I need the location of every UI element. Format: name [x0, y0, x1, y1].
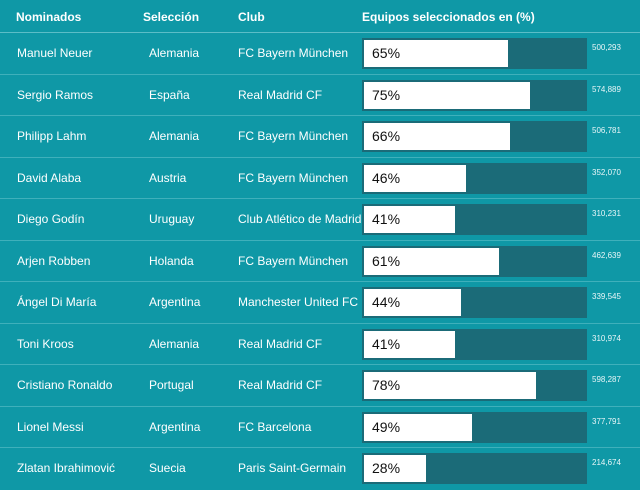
- bar-fill: [364, 455, 426, 482]
- vote-count: 506,781: [592, 126, 621, 135]
- player-club: FC Bayern München: [238, 170, 349, 185]
- bar-value-label: 65%: [372, 45, 401, 61]
- bar-value-label: 49%: [372, 418, 401, 435]
- vote-count: 574,889: [592, 84, 621, 94]
- bar-value-label: 61%: [372, 252, 401, 269]
- bar-track: 61%: [362, 245, 587, 277]
- header-equipos: Equipos seleccionados en (%): [362, 10, 535, 24]
- player-seleccion: Alemania: [149, 46, 200, 60]
- table-row: David Alaba Austria FC Bayern München 46% 35…: [0, 156, 640, 199]
- bar-track: 75%: [362, 79, 587, 111]
- bar-fill: [364, 206, 455, 233]
- player-name: Zlatan Ibrahimović: [17, 461, 116, 475]
- player-name: David Alaba: [17, 170, 82, 185]
- player-club: Club Atlético de Madrid: [238, 212, 362, 226]
- bar-track: 41%: [362, 204, 587, 235]
- player-seleccion: Portugal: [149, 378, 194, 392]
- vote-count: 339,545: [592, 292, 621, 301]
- player-club: Real Madrid CF: [238, 87, 323, 102]
- bar-track: 41%: [362, 328, 587, 360]
- bar-fill: [364, 40, 508, 67]
- player-name: Manuel Neuer: [17, 46, 93, 60]
- bar-value-label: 41%: [372, 211, 401, 227]
- bar-fill: [364, 81, 530, 109]
- vote-count: 598,287: [592, 375, 621, 384]
- table-header: Nominados Selección Club Equipos selecci…: [0, 0, 640, 32]
- player-club: Manchester United FC: [238, 295, 359, 309]
- vote-count: 214,674: [592, 458, 621, 467]
- player-seleccion: Argentina: [149, 295, 201, 309]
- player-club: FC Barcelona: [238, 419, 312, 434]
- player-seleccion: Argentina: [149, 419, 201, 434]
- player-name: Ángel Di María: [17, 295, 97, 309]
- table-row: Lionel Messi Argentina FC Barcelona 49% 377,…: [0, 405, 640, 448]
- vote-count: 310,974: [592, 333, 621, 343]
- table-row: Sergio Ramos España Real Madrid CF 75% 574,8…: [0, 73, 640, 116]
- table-row: Philipp Lahm Alemania FC Bayern München 66%…: [0, 115, 640, 157]
- bar-track: 65%: [362, 38, 587, 69]
- player-name: Sergio Ramos: [17, 87, 94, 102]
- header-club: Club: [238, 10, 265, 24]
- bar-value-label: 41%: [372, 335, 401, 352]
- player-name: Arjen Robben: [17, 253, 91, 268]
- player-seleccion: Holanda: [149, 253, 194, 268]
- vote-count: 500,293: [592, 43, 621, 52]
- vote-count: 352,070: [592, 167, 621, 177]
- player-name: Philipp Lahm: [17, 129, 87, 143]
- bar-value-label: 78%: [372, 377, 401, 393]
- player-club: FC Bayern München: [238, 253, 349, 268]
- bar-fill: [364, 413, 472, 441]
- table-body: Manuel Neuer Alemania FC Bayern München 65%…: [0, 32, 640, 489]
- table-row: Diego Godín Uruguay Club Atlético de Madri…: [0, 198, 640, 240]
- player-club: FC Bayern München: [238, 129, 349, 143]
- bar-value-label: 75%: [372, 86, 401, 103]
- bar-value-label: 46%: [372, 169, 401, 186]
- table-row: Cristiano Ronaldo Portugal Real Madrid CF 7…: [0, 364, 640, 406]
- player-name: Diego Godín: [17, 212, 85, 226]
- table-row: Toni Kroos Alemania Real Madrid CF 41% 310,9…: [0, 322, 640, 365]
- vote-count: 377,791: [592, 416, 621, 426]
- player-seleccion: Alemania: [149, 129, 200, 143]
- player-club: FC Bayern München: [238, 46, 349, 60]
- player-seleccion: Austria: [149, 170, 187, 185]
- player-seleccion: Uruguay: [149, 212, 195, 226]
- vote-count: 310,231: [592, 209, 621, 218]
- bar-track: 66%: [362, 121, 587, 152]
- player-seleccion: Suecia: [149, 461, 186, 475]
- bar-track: 78%: [362, 370, 587, 401]
- vote-count: 462,639: [592, 250, 621, 260]
- player-seleccion: Alemania: [149, 336, 200, 351]
- header-seleccion: Selección: [143, 10, 200, 24]
- player-seleccion: España: [149, 87, 190, 102]
- bar-fill: [364, 123, 510, 150]
- bar-track: 46%: [362, 162, 587, 194]
- player-club: Real Madrid CF: [238, 336, 323, 351]
- bar-value-label: 44%: [372, 294, 401, 310]
- bar-fill: [364, 289, 461, 316]
- player-name: Lionel Messi: [17, 419, 84, 434]
- player-name: Cristiano Ronaldo: [17, 378, 113, 392]
- bar-value-label: 28%: [372, 460, 401, 476]
- player-name: Toni Kroos: [17, 336, 74, 351]
- bar-fill: [364, 372, 536, 399]
- bar-value-label: 66%: [372, 128, 401, 144]
- player-club: Paris Saint-Germain: [238, 461, 347, 475]
- table-row: Ángel Di María Argentina Manchester United…: [0, 281, 640, 323]
- table-row: Manuel Neuer Alemania FC Bayern München 65%…: [0, 32, 640, 74]
- header-nominados: Nominados: [16, 10, 82, 24]
- table-row: Arjen Robben Holanda FC Bayern München 61% 4…: [0, 239, 640, 282]
- bar-fill: [364, 330, 455, 358]
- bar-track: 28%: [362, 453, 587, 484]
- bar-fill: [364, 164, 466, 192]
- bar-track: 44%: [362, 287, 587, 318]
- bar-track: 49%: [362, 411, 587, 443]
- table-row: Zlatan Ibrahimović Suecia Paris Saint-Germ…: [0, 447, 640, 489]
- bar-fill: [364, 247, 499, 275]
- player-club: Real Madrid CF: [238, 378, 323, 392]
